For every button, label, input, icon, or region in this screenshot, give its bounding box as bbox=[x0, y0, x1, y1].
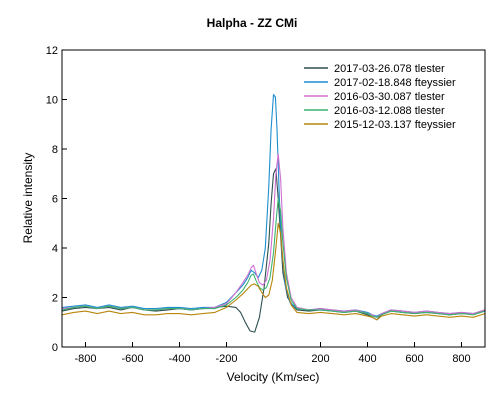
legend-label-1: 2017-03-26.078 tlester bbox=[334, 63, 445, 75]
x-tick-label: 200 bbox=[311, 353, 329, 365]
y-axis-label: Relative intensity bbox=[21, 153, 35, 244]
x-tick-label: 600 bbox=[405, 353, 423, 365]
axis-ticks: -800 -600 -400 -200 200 400 600 800 0 2 4 6 8 10 12 bbox=[46, 45, 471, 365]
legend-label-4: 2016-03-12.088 tlester bbox=[334, 105, 445, 117]
y-tick-label: 2 bbox=[52, 293, 58, 305]
series-layer bbox=[61, 94, 486, 333]
legend-label-3: 2016-03-30.087 tlester bbox=[334, 91, 445, 103]
y-tick-label: 6 bbox=[52, 194, 58, 206]
x-tick-label: -800 bbox=[74, 353, 96, 365]
legend-label-5: 2015-12-03.137 fteyssier bbox=[334, 119, 456, 131]
y-tick-label: 12 bbox=[46, 45, 58, 57]
legend: 2017-03-26.078 tlester 2017-02-18.848 fte… bbox=[304, 63, 456, 131]
x-tick-label: -200 bbox=[215, 353, 237, 365]
chart-title: Halpha - ZZ CMi bbox=[207, 16, 298, 30]
y-tick-label: 4 bbox=[52, 243, 58, 255]
x-tick-label: -600 bbox=[121, 353, 143, 365]
x-axis-label: Velocity (Km/sec) bbox=[227, 370, 320, 384]
y-tick-label: 0 bbox=[52, 342, 58, 354]
x-tick-label: -400 bbox=[168, 353, 190, 365]
y-tick-label: 8 bbox=[52, 144, 58, 156]
series-line-5 bbox=[61, 222, 486, 321]
x-tick-label: 800 bbox=[452, 353, 470, 365]
y-tick-label: 10 bbox=[46, 95, 58, 107]
series-line-4 bbox=[61, 197, 486, 318]
legend-label-2: 2017-02-18.848 fteyssier bbox=[334, 77, 456, 89]
x-tick-label: 400 bbox=[358, 353, 376, 365]
